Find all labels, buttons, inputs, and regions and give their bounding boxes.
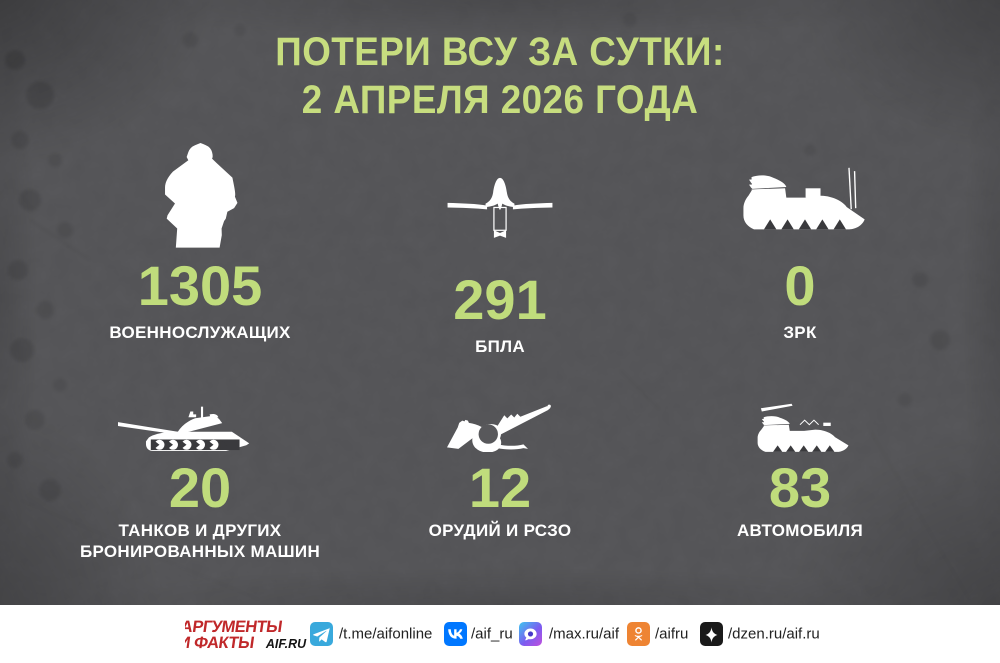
svg-text:AIF.RU: AIF.RU bbox=[265, 637, 307, 651]
svg-text:И ФАКТЫ: И ФАКТЫ bbox=[185, 633, 255, 652]
